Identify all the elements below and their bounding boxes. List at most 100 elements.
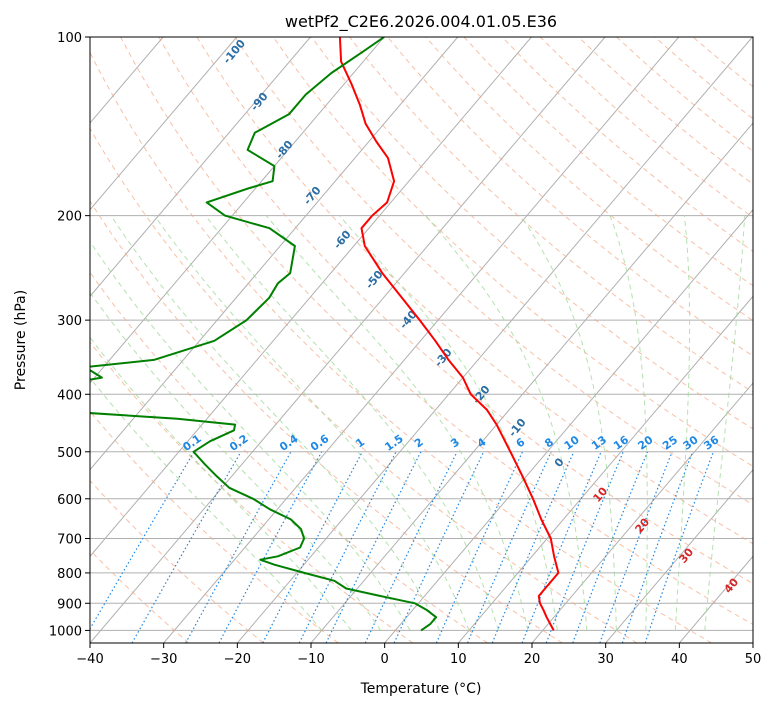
x-tick-label: 20 bbox=[524, 652, 541, 667]
mixing-ratio-line bbox=[325, 451, 422, 643]
isotherm-line bbox=[384, 208, 753, 643]
dry-adiabat-label: -80 bbox=[273, 138, 296, 162]
dry-adiabat-label: -50 bbox=[363, 268, 386, 292]
y-tick-label: 300 bbox=[57, 314, 82, 329]
mixing-ratio-label: 1.5 bbox=[382, 432, 405, 454]
moist-adiabat-line bbox=[520, 215, 617, 631]
dry-adiabat-label: -60 bbox=[331, 228, 354, 252]
isotherm-line bbox=[90, 37, 238, 211]
y-tick-label: 900 bbox=[57, 597, 82, 612]
plot-frame bbox=[89, 36, 754, 644]
moist-adiabat-label: 20 bbox=[632, 515, 652, 535]
moist-adiabat-line bbox=[266, 215, 529, 631]
dry-adiabat-label: 0 bbox=[552, 455, 567, 469]
dry-adiabat-line bbox=[654, 37, 753, 120]
dry-adiabat-line bbox=[90, 127, 638, 643]
mixing-ratio-line bbox=[131, 451, 242, 643]
moist-adiabat-line bbox=[704, 215, 746, 631]
mixing-ratio-line bbox=[521, 451, 602, 643]
dry-adiabat-line bbox=[90, 410, 339, 643]
dry-adiabat-line bbox=[310, 37, 753, 430]
moist-adiabat-line bbox=[90, 377, 323, 631]
x-axis-label: Temperature (°C) bbox=[360, 681, 482, 697]
dry-adiabat-label: -70 bbox=[301, 184, 324, 208]
dry-adiabat-line bbox=[387, 37, 753, 357]
isotherm-line bbox=[90, 37, 532, 558]
dry-adiabat-label: -100 bbox=[220, 37, 248, 67]
y-tick-label: 500 bbox=[57, 446, 82, 461]
x-tick-label: −40 bbox=[76, 652, 103, 667]
moist-adiabat-line bbox=[205, 215, 499, 631]
y-tick-label: 200 bbox=[57, 210, 82, 225]
dry-adiabat-line bbox=[90, 549, 190, 643]
mixing-ratio-line bbox=[599, 451, 673, 643]
moist-adiabat-line bbox=[674, 215, 691, 631]
mixing-ratio-label: 8 bbox=[542, 435, 556, 450]
isotherm-line bbox=[163, 37, 680, 643]
mixing-ratio-label: 25 bbox=[660, 433, 680, 452]
isotherm-line bbox=[310, 122, 753, 643]
mixing-ratio-line bbox=[545, 451, 624, 643]
mixing-ratio-line bbox=[364, 451, 458, 643]
y-tick-label: 1000 bbox=[49, 624, 82, 639]
mixing-ratio-line bbox=[218, 451, 323, 643]
mixing-ratio-label: 2 bbox=[412, 435, 426, 450]
mixing-ratio-label: 0.2 bbox=[227, 432, 250, 454]
isotherm-line bbox=[90, 37, 606, 643]
mixing-ratio-line bbox=[572, 451, 649, 643]
dewpoint-profile-line bbox=[90, 37, 438, 632]
dry-adiabat-label: -30 bbox=[432, 346, 455, 370]
chart-title: wetPf2_C2E6.2026.004.01.05.E36 bbox=[285, 12, 557, 32]
dry-adiabat-line bbox=[234, 37, 753, 506]
x-axis: −40 −30 −20 −10 0 10 20 30 40 50 bbox=[76, 643, 761, 667]
y-axis: 100 200 300 400 500 600 700 800 900 1000 bbox=[49, 31, 90, 639]
x-tick-label: 50 bbox=[745, 652, 762, 667]
mixing-ratio-line bbox=[466, 451, 552, 643]
dry-adiabat-label: -20 bbox=[470, 383, 493, 407]
isotherm-line bbox=[90, 37, 459, 471]
x-tick-label: −10 bbox=[297, 652, 324, 667]
y-tick-label: 800 bbox=[57, 567, 82, 582]
dry-adiabat-line bbox=[158, 37, 753, 585]
mixing-ratio-label: 1 bbox=[353, 435, 367, 450]
dry-adiabat-line bbox=[692, 37, 753, 88]
moist-adiabat-line bbox=[90, 240, 411, 631]
dry-adiabat-line bbox=[425, 37, 753, 322]
mixing-ratio-label: 3 bbox=[448, 435, 462, 450]
x-tick-label: −20 bbox=[224, 652, 251, 667]
mixing-ratio-line bbox=[185, 451, 292, 643]
x-tick-label: 10 bbox=[450, 652, 467, 667]
y-tick-label: 600 bbox=[57, 493, 82, 508]
moist-adiabat-line bbox=[90, 291, 382, 631]
isotherm-line bbox=[90, 37, 385, 384]
dry-adiabat-line bbox=[90, 271, 488, 643]
moist-adiabat-line bbox=[90, 336, 352, 631]
moist-adiabat-line bbox=[425, 215, 588, 631]
dry-adiabat-line bbox=[463, 37, 753, 287]
moist-adiabat-line bbox=[339, 215, 558, 631]
x-tick-label: −30 bbox=[150, 652, 177, 667]
mixing-ratio-line bbox=[393, 451, 485, 643]
y-tick-label: 700 bbox=[57, 533, 82, 548]
dry-adiabat-line bbox=[349, 37, 753, 393]
dry-adiabat-line bbox=[90, 51, 712, 643]
mixing-ratio-label: 20 bbox=[635, 433, 655, 453]
isotherm-line bbox=[90, 37, 311, 298]
dry-adiabat-label: -10 bbox=[506, 416, 529, 440]
isotherm-line bbox=[236, 37, 753, 643]
isotherm-line bbox=[752, 642, 753, 643]
mixing-ratio-label: 16 bbox=[611, 433, 631, 453]
temperature-profile-line bbox=[338, 37, 560, 631]
x-tick-label: 40 bbox=[671, 652, 688, 667]
moist-adiabat-label: 10 bbox=[590, 484, 610, 504]
y-axis-label: Pressure (hPa) bbox=[13, 290, 29, 390]
mixing-ratio-label: 10 bbox=[562, 433, 582, 453]
mixing-ratio-label: 30 bbox=[681, 433, 701, 453]
mixing-ratio-label: 0.6 bbox=[308, 432, 332, 454]
mixing-ratio-line bbox=[90, 451, 195, 631]
dry-adiabat-line bbox=[272, 37, 753, 467]
dry-adiabat-line bbox=[539, 37, 753, 219]
x-tick-label: 0 bbox=[381, 652, 389, 667]
mixing-ratio-line bbox=[644, 451, 714, 643]
